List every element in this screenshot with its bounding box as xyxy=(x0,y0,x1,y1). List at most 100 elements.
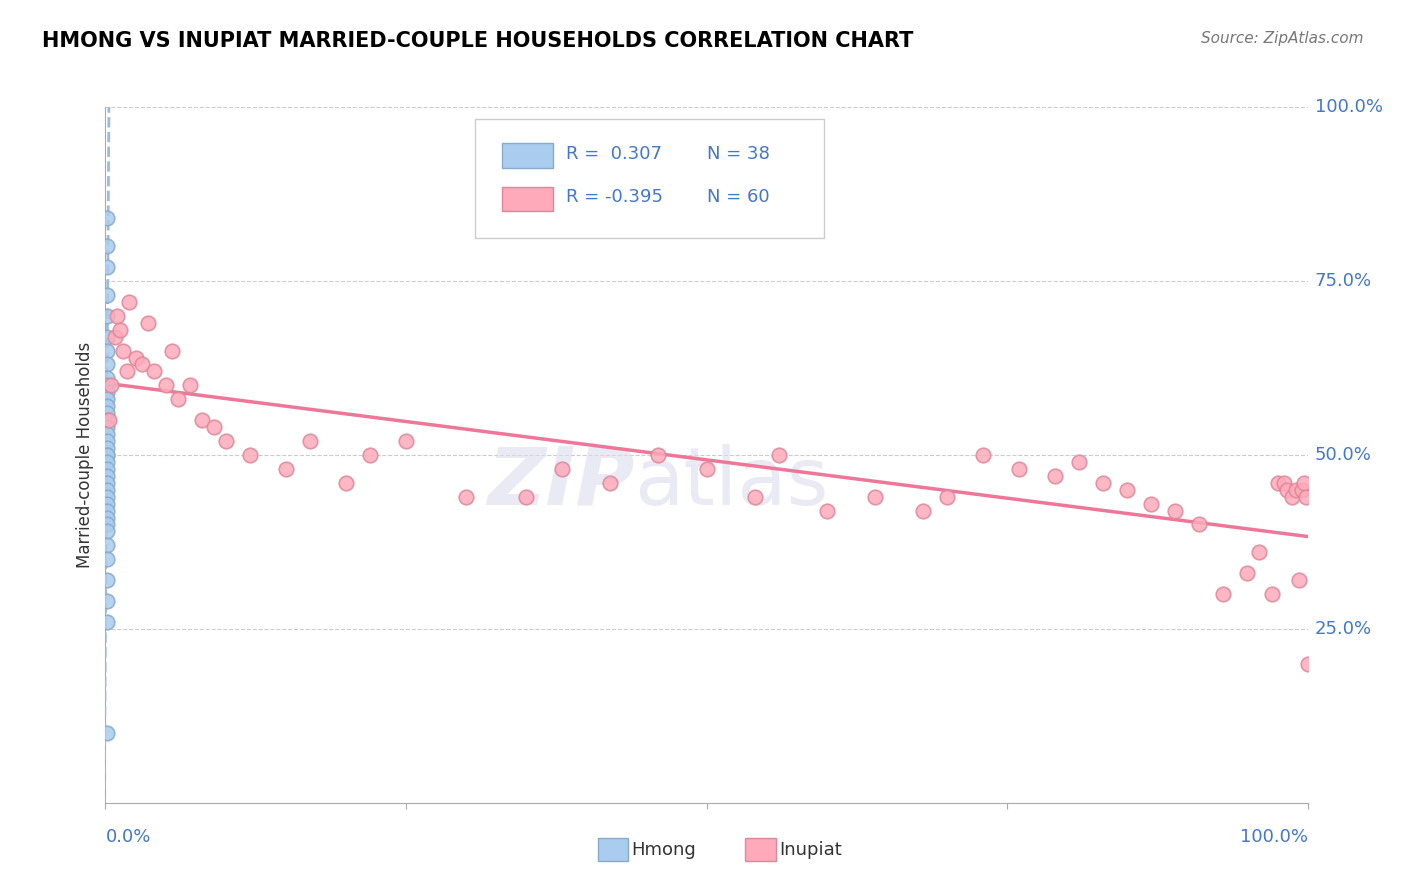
Point xyxy=(768,448,790,462)
Point xyxy=(118,294,141,309)
Point xyxy=(190,413,212,427)
Point xyxy=(647,448,669,462)
Point xyxy=(115,364,138,378)
Point xyxy=(1295,490,1317,504)
Point xyxy=(202,420,225,434)
Point xyxy=(96,615,118,629)
Point xyxy=(274,462,297,476)
Point xyxy=(863,490,886,504)
Point xyxy=(112,343,135,358)
Point xyxy=(96,392,118,407)
Point xyxy=(1288,573,1310,587)
Point xyxy=(96,358,118,372)
Point xyxy=(815,503,838,517)
FancyBboxPatch shape xyxy=(502,186,553,211)
Point xyxy=(1284,483,1306,497)
Point xyxy=(1260,587,1282,601)
Point xyxy=(96,288,118,302)
Point xyxy=(1164,503,1187,517)
Point xyxy=(166,392,188,407)
Point xyxy=(96,260,118,274)
Point xyxy=(599,475,621,490)
Point xyxy=(96,378,118,392)
Point xyxy=(96,329,118,343)
Point xyxy=(96,427,118,442)
Point xyxy=(972,448,994,462)
Point xyxy=(1249,545,1271,559)
Point xyxy=(96,483,118,497)
Point xyxy=(96,448,118,462)
Point xyxy=(96,371,118,385)
Text: N = 38: N = 38 xyxy=(707,145,769,162)
Point xyxy=(96,573,118,587)
Point xyxy=(100,378,122,392)
Point xyxy=(96,343,118,358)
Point xyxy=(142,364,165,378)
Point xyxy=(1267,475,1289,490)
Point xyxy=(96,406,118,420)
Point xyxy=(96,538,118,552)
Point xyxy=(155,378,177,392)
Point xyxy=(136,316,159,330)
Point xyxy=(96,510,118,524)
Point xyxy=(454,490,477,504)
Point xyxy=(395,434,418,448)
Point xyxy=(1069,455,1091,469)
Point xyxy=(1281,490,1303,504)
Point xyxy=(96,309,118,323)
Point xyxy=(107,309,129,323)
Text: 100.0%: 100.0% xyxy=(1240,828,1308,846)
Point xyxy=(96,468,118,483)
Text: N = 60: N = 60 xyxy=(707,188,769,206)
Text: 0.0%: 0.0% xyxy=(105,828,150,846)
Text: R =  0.307: R = 0.307 xyxy=(565,145,662,162)
Point xyxy=(1116,483,1139,497)
Point xyxy=(108,323,131,337)
Point xyxy=(551,462,574,476)
Point xyxy=(96,497,118,511)
Point xyxy=(1140,497,1163,511)
Y-axis label: Married-couple Households: Married-couple Households xyxy=(76,342,94,568)
Point xyxy=(96,552,118,566)
Point xyxy=(96,517,118,532)
Point xyxy=(96,441,118,455)
Text: Source: ZipAtlas.com: Source: ZipAtlas.com xyxy=(1201,31,1364,46)
Text: 100.0%: 100.0% xyxy=(1315,98,1382,116)
Point xyxy=(335,475,357,490)
Text: HMONG VS INUPIAT MARRIED-COUPLE HOUSEHOLDS CORRELATION CHART: HMONG VS INUPIAT MARRIED-COUPLE HOUSEHOL… xyxy=(42,31,914,51)
Point xyxy=(96,239,118,253)
Point xyxy=(96,726,118,740)
Point xyxy=(1188,517,1211,532)
Point xyxy=(96,475,118,490)
Text: atlas: atlas xyxy=(634,443,828,522)
Point xyxy=(298,434,321,448)
Point xyxy=(1292,475,1315,490)
Point xyxy=(1275,483,1298,497)
Point xyxy=(744,490,766,504)
Point xyxy=(1236,566,1258,581)
Point xyxy=(96,420,118,434)
Point xyxy=(1008,462,1031,476)
Text: R = -0.395: R = -0.395 xyxy=(565,188,662,206)
Point xyxy=(515,490,537,504)
Text: 75.0%: 75.0% xyxy=(1315,272,1372,290)
Point xyxy=(96,385,118,400)
Point xyxy=(911,503,934,517)
Point xyxy=(1296,657,1319,671)
Point xyxy=(131,358,153,372)
Text: Hmong: Hmong xyxy=(631,841,696,859)
Text: Inupiat: Inupiat xyxy=(779,841,842,859)
Point xyxy=(1212,587,1234,601)
Point xyxy=(160,343,183,358)
Point xyxy=(96,462,118,476)
Point xyxy=(936,490,959,504)
Point xyxy=(239,448,262,462)
Point xyxy=(98,413,121,427)
Point xyxy=(96,490,118,504)
Point xyxy=(214,434,236,448)
Point xyxy=(96,503,118,517)
Point xyxy=(96,413,118,427)
Point xyxy=(96,211,118,226)
Point xyxy=(96,455,118,469)
FancyBboxPatch shape xyxy=(474,119,824,238)
